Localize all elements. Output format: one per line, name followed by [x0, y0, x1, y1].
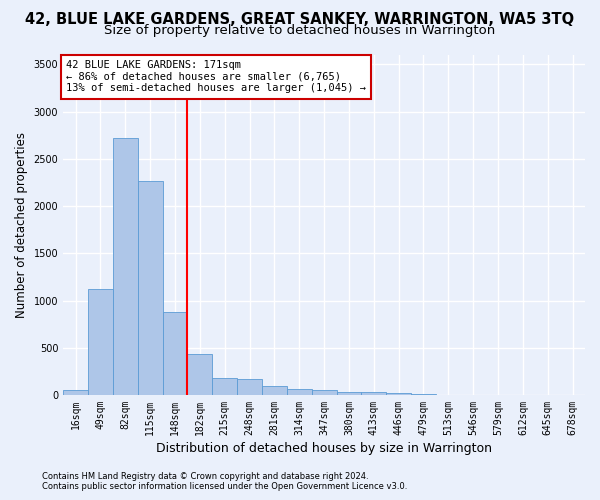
Bar	[386, 393, 411, 395]
Text: 42 BLUE LAKE GARDENS: 171sqm
← 86% of detached houses are smaller (6,765)
13% of: 42 BLUE LAKE GARDENS: 171sqm ← 86% of de…	[66, 60, 366, 94]
Bar	[163, 312, 187, 395]
Bar	[361, 392, 386, 395]
Bar	[113, 138, 138, 395]
Bar	[287, 390, 311, 395]
Bar	[63, 390, 88, 395]
Bar	[212, 378, 237, 395]
Y-axis label: Number of detached properties: Number of detached properties	[15, 132, 28, 318]
Bar	[262, 386, 287, 395]
Text: Contains public sector information licensed under the Open Government Licence v3: Contains public sector information licen…	[42, 482, 407, 491]
Bar	[138, 180, 163, 395]
Text: 42, BLUE LAKE GARDENS, GREAT SANKEY, WARRINGTON, WA5 3TQ: 42, BLUE LAKE GARDENS, GREAT SANKEY, WAR…	[25, 12, 575, 28]
Text: Size of property relative to detached houses in Warrington: Size of property relative to detached ho…	[104, 24, 496, 37]
Bar	[337, 392, 361, 395]
Text: Contains HM Land Registry data © Crown copyright and database right 2024.: Contains HM Land Registry data © Crown c…	[42, 472, 368, 481]
Bar	[187, 354, 212, 395]
X-axis label: Distribution of detached houses by size in Warrington: Distribution of detached houses by size …	[156, 442, 492, 455]
Bar	[311, 390, 337, 395]
Bar	[237, 380, 262, 395]
Bar	[88, 289, 113, 395]
